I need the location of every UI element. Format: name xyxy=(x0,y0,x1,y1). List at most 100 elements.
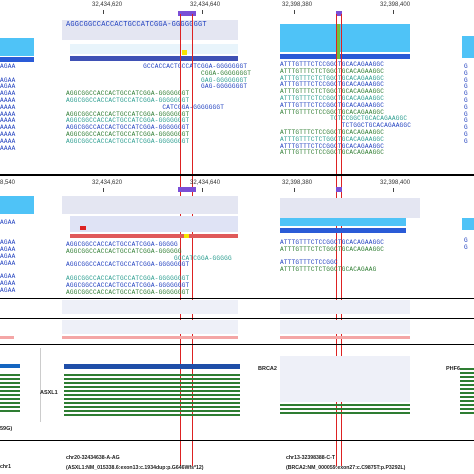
coverage-bar xyxy=(70,234,238,238)
reference-sequence: AGGCGGCCACCACTGCCATCGGA-GGGGGGGT xyxy=(66,21,207,29)
variant-marker xyxy=(336,24,340,59)
ruler-coord-a: 32,398,380 xyxy=(282,2,313,8)
transcript-line xyxy=(64,398,240,400)
track-separator xyxy=(0,440,474,441)
gene-label-bg xyxy=(40,348,241,422)
read-row: AGGCGGCCACCACTGCCATCGGA-GGGGGGGT xyxy=(66,110,190,118)
track-separator xyxy=(0,298,474,299)
ruler-coord: 8,540 xyxy=(0,180,16,186)
transcript-line xyxy=(460,396,474,398)
read-row: AGAA xyxy=(0,252,16,260)
read-row: ATTTGTTTCTCCGGCTGCACAGAAGGC xyxy=(280,108,385,116)
read-row: AAAA xyxy=(0,103,16,111)
variant-annotation-left: chr1 xyxy=(0,464,11,470)
read-row: G xyxy=(464,237,468,244)
read-row: AGGCGGCCACCACTGCCATCGGA-GGGGGGGT xyxy=(66,96,190,104)
transcript-line xyxy=(0,386,20,388)
ruler-coord-a: 32,434,620 xyxy=(92,180,123,186)
read-row: AGAA xyxy=(0,90,16,98)
read-row: TCTGGCTGCACAGAAGGC xyxy=(280,122,412,130)
ruler-coord-b: 32,434,640 xyxy=(190,2,221,8)
read-row: ATTTGTTTCTCCGGCTGCACAGAAGGC xyxy=(280,81,385,89)
read-row: AAAA xyxy=(0,137,16,145)
highlight-line xyxy=(180,14,181,466)
transcript-line xyxy=(460,388,474,390)
read-row: G xyxy=(464,90,468,98)
ruler-coord-a: 32,434,620 xyxy=(92,2,123,8)
transcript-line xyxy=(64,410,240,412)
read-row: AGAA xyxy=(0,273,16,281)
read-row: AGAA xyxy=(0,76,16,84)
read-row: GAG-GGGGGGGT xyxy=(66,83,248,91)
coverage-track xyxy=(0,196,34,214)
transcript-line xyxy=(64,390,240,392)
transcript-line xyxy=(280,404,410,406)
coverage-bar xyxy=(280,228,406,233)
read-row: CGGA-GGGGGGGT xyxy=(66,69,252,77)
transcript-line xyxy=(64,386,240,388)
variant-marker xyxy=(184,234,189,238)
read-list: GCCACCACTGCCATCGGA-GGGGGGGT CGGA-GGGGGGG… xyxy=(66,63,252,146)
top-left-panel: AGAA AGAA AGAA AGAA AAAA AAAA AAAA AAAA AAAA AAA… xyxy=(0,0,42,172)
read-row: AGGCGGCCACCACTGCCATCGGA-GGGGGGGT xyxy=(66,261,190,269)
read-row: AGAA xyxy=(0,286,16,294)
highlight-line xyxy=(192,14,193,466)
variant-annotation-brca2-line2: (BRCA2:NM_000059:exon27:c.C9875T:p.P3292… xyxy=(286,465,406,471)
read-row: AAAA xyxy=(0,96,16,104)
read-row: G xyxy=(464,103,468,111)
transcript-line xyxy=(460,380,474,382)
transcript-line xyxy=(0,382,20,384)
transcript-line xyxy=(460,408,474,410)
read-row: G xyxy=(464,76,468,84)
read-row: AGGCGGCCACCACTGCCATCGGA-GGGGG xyxy=(66,241,178,248)
read-row: G xyxy=(464,96,468,104)
read-row: AGGCGGCCACCACTGCCATCGGA-GGGGGGGT xyxy=(66,117,190,125)
read-row: ATTTGTTTCTCTGGCTGCACAGAAGGC xyxy=(280,245,385,253)
highlight-line xyxy=(336,14,337,466)
transcript-line xyxy=(0,402,20,404)
read-list: AGAA AGAA AGAA AGAA AAAA AAAA AAAA AAAA AAAA AAA… xyxy=(0,63,16,152)
read-row: AGGCGGCCACCACTGCCATCGGA-GGGGGGGT xyxy=(66,90,190,98)
coverage-bar xyxy=(70,56,238,61)
transcript-line xyxy=(64,406,240,408)
transcript-line xyxy=(0,410,20,412)
ref-band xyxy=(62,196,238,214)
position-marker xyxy=(178,11,196,16)
read-row: G xyxy=(464,137,468,145)
track-separator xyxy=(0,344,474,345)
bottom-asxl1-panel: 32,434,620 32,434,640 AGGCGGCCACCACTGCCA… xyxy=(62,178,238,298)
read-row: AGGCGGCCACCACTGCCATCGGA-GGGGGGGT xyxy=(66,124,190,132)
ref-band xyxy=(62,20,238,40)
transcript-line xyxy=(460,404,474,406)
read-row: ATTTGTTTCTCCGGCTGCACAGAAGGC xyxy=(280,94,385,102)
transcript-stack xyxy=(0,374,20,414)
transcript-stack xyxy=(64,374,240,418)
transcript-line xyxy=(460,384,474,386)
coverage-track xyxy=(70,44,238,54)
transcript-line xyxy=(460,372,474,374)
transcript-line xyxy=(460,412,474,414)
track-strip xyxy=(280,300,410,314)
gene-panel-left: 59G) xyxy=(0,348,40,438)
track-strip xyxy=(280,320,410,334)
read-row: AGAA xyxy=(0,246,16,254)
transcript-stack xyxy=(460,368,474,416)
transcript-line xyxy=(0,374,20,376)
read-row: AGGCGGCCACCACTGCCATCGGA-GGGGGGGT xyxy=(66,274,190,282)
read-row: ATTTGTTTCTCTGGCTGCACAGAAGGC xyxy=(280,74,385,82)
ruler-tick xyxy=(393,188,394,192)
ruler-coord-a: 32,398,380 xyxy=(282,180,313,186)
coverage-track xyxy=(0,38,34,56)
coverage-track xyxy=(280,218,406,226)
bottom-left-panel: 8,540 AGAA AGAA AGAA AGAA AGAA AGAA AGAA AGAA xyxy=(0,178,42,298)
highlight-line xyxy=(341,14,342,466)
ruler-coord-b: 32,398,400 xyxy=(380,2,411,8)
ruler-coord-b: 32,398,400 xyxy=(380,180,411,186)
read-row: ATTTGTTTCTCTGGCTGCACAGAAG xyxy=(280,266,377,274)
read-row: AAAA xyxy=(0,124,16,132)
read-row: G xyxy=(464,110,468,118)
track-strip xyxy=(0,336,14,339)
read-row: ATTTGTTTCTCCGGCTGCACAGAAGGC xyxy=(280,128,385,136)
